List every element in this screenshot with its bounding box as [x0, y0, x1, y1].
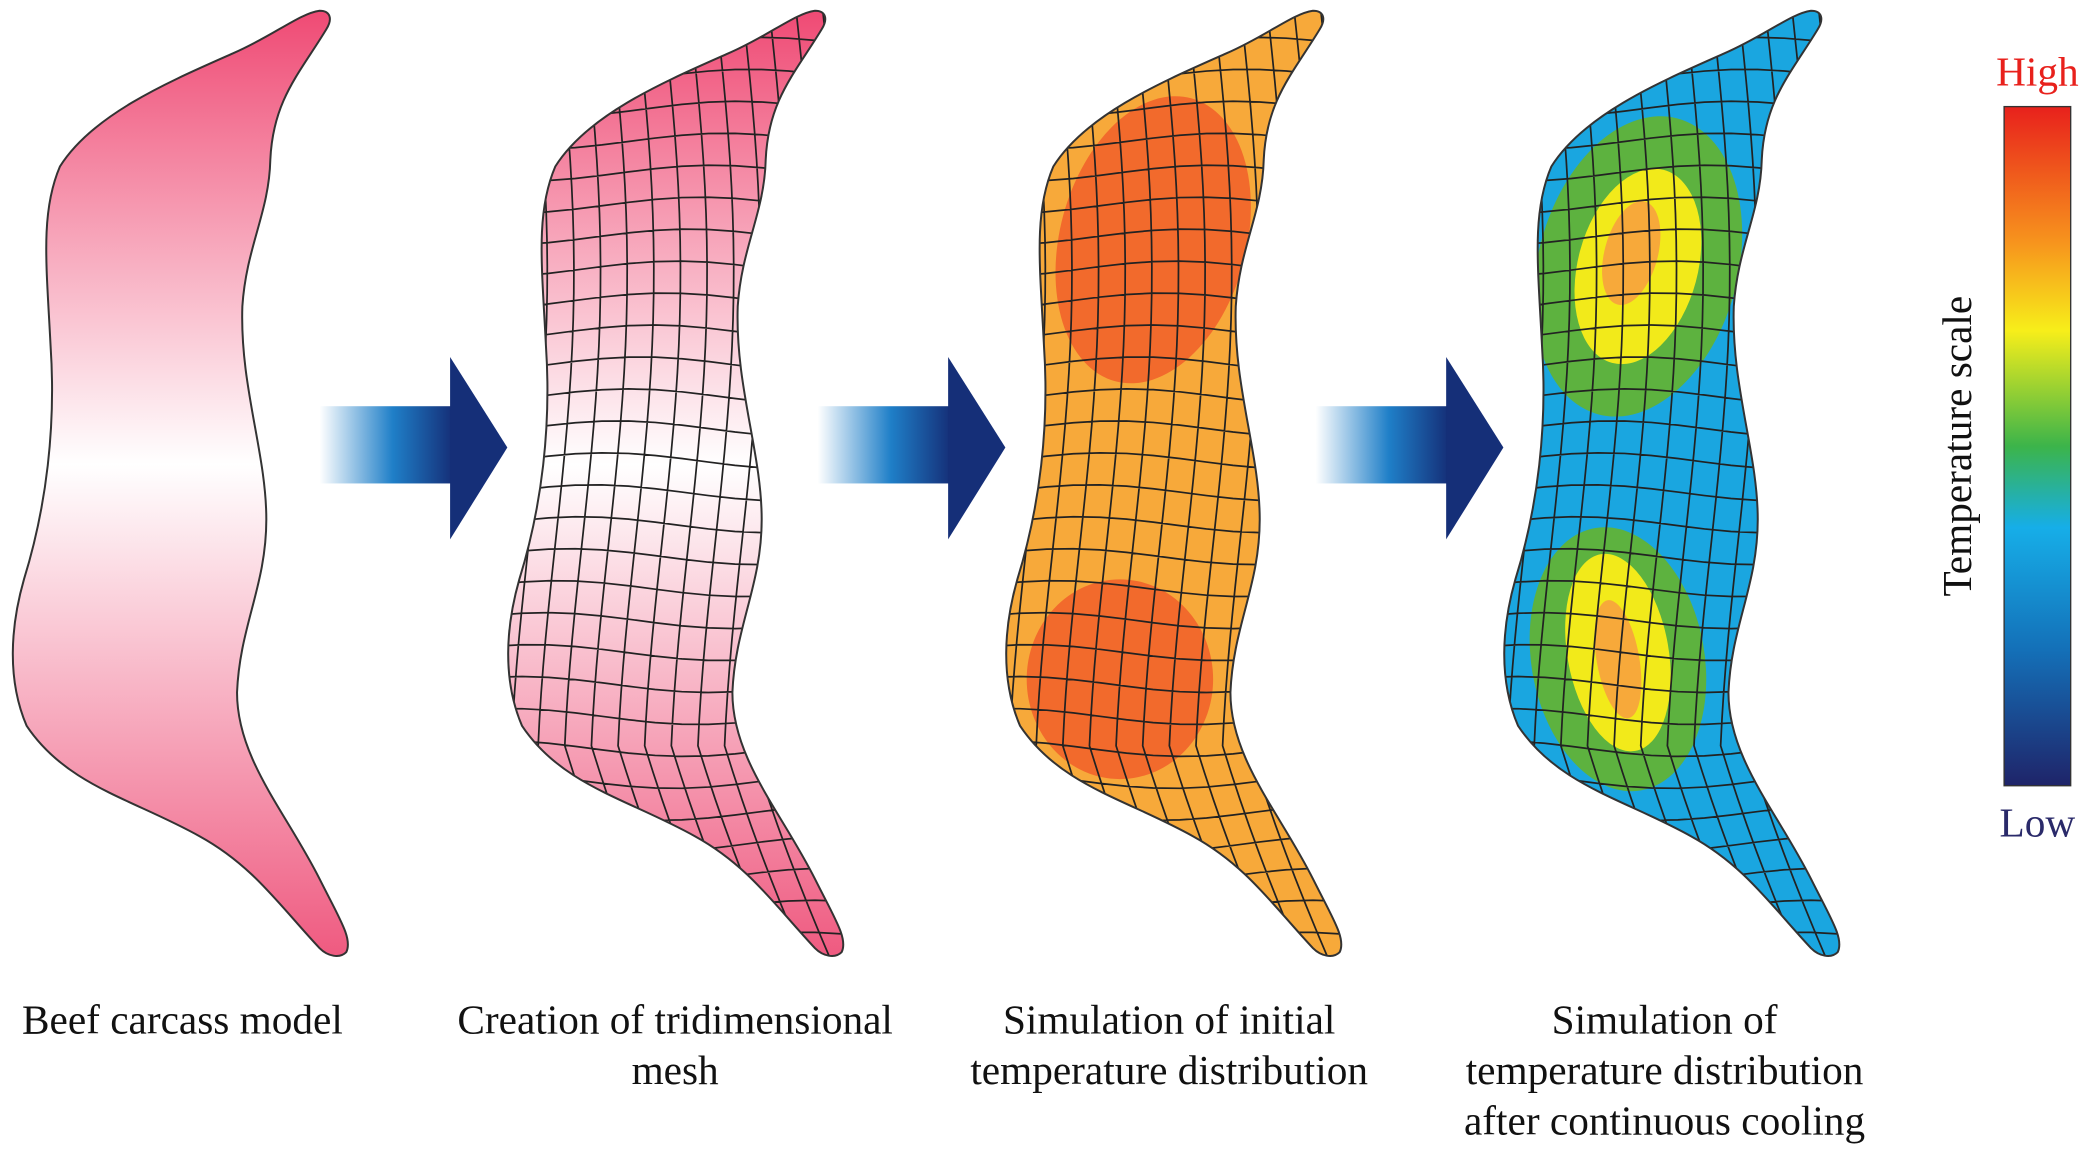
- caption: temperature distribution: [1466, 1047, 1864, 1093]
- caption: temperature distribution: [970, 1047, 1368, 1093]
- caption: Beef carcass model: [22, 996, 343, 1042]
- carcass-model: [11, 9, 349, 957]
- cooled-temperature-panel: [1481, 0, 1906, 959]
- caption: Creation of tridimensional: [457, 996, 893, 1042]
- legend-title: Temperature scale: [1934, 296, 1980, 597]
- captions: Beef carcass model Creation of tridimensi…: [22, 996, 1865, 1143]
- high-label: High: [1996, 48, 2079, 94]
- caption: Simulation of initial: [1003, 996, 1335, 1042]
- caption: mesh: [632, 1047, 719, 1093]
- caption: Simulation of: [1552, 996, 1778, 1042]
- arrow: [1315, 356, 1504, 540]
- caption: after continuous cooling: [1464, 1098, 1865, 1144]
- color-scale: [2003, 105, 2072, 787]
- arrow: [319, 356, 508, 540]
- arrow: [817, 356, 1006, 540]
- low-label: Low: [2000, 799, 2076, 845]
- initial-temperature-panel: [983, 0, 1408, 959]
